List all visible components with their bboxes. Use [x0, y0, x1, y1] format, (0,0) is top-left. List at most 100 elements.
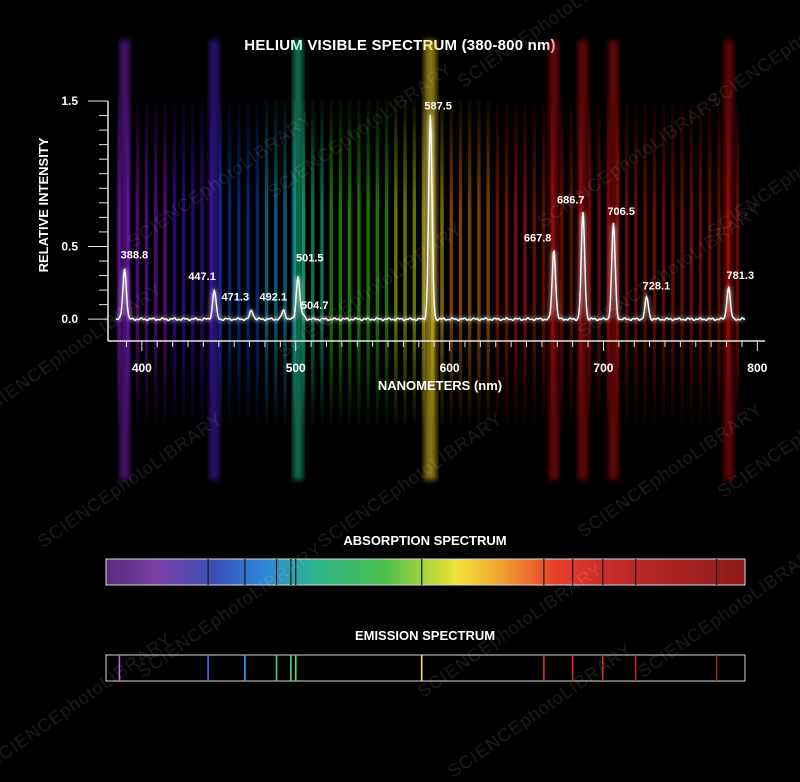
backdrop-stripe: [347, 100, 352, 430]
backdrop-stripe: [587, 100, 592, 430]
backdrop-stripe: [661, 100, 666, 430]
backdrop-stripe: [717, 100, 721, 430]
peak-label: 781.3: [727, 270, 755, 282]
backdrop-stripe: [504, 100, 509, 430]
backdrop-stripe: [449, 100, 453, 430]
spectrum-plot: 0.0 0.5 1.5 400 500 600 700 800 NANOMETERS (nm) R…: [36, 40, 768, 480]
backdrop-stripe: [403, 100, 407, 430]
backdrop-stripe: [301, 100, 306, 430]
backdrop-stripe: [698, 100, 703, 430]
backdrop-stripe: [144, 100, 149, 430]
backdrop-stripe: [569, 100, 573, 430]
backdrop-stripe: [227, 100, 232, 430]
backdrop-stripe: [329, 100, 333, 430]
backdrop-stripe: [237, 100, 241, 430]
backdrop-stripe: [560, 100, 564, 430]
backdrop-stripe: [735, 100, 740, 430]
backdrop-stripe: [486, 100, 490, 430]
peak-glow: [577, 40, 588, 480]
y-tick-label: 0.5: [61, 239, 78, 253]
peak-glow: [293, 40, 304, 480]
backdrop-stripe: [172, 100, 176, 430]
backdrop-stripe: [366, 100, 370, 430]
peak-label: 686.7: [557, 195, 585, 207]
backdrop-stripe: [708, 100, 712, 430]
absorption-title: ABSORPTION SPECTRUM: [343, 533, 507, 548]
chart-title: HELIUM VISIBLE SPECTRUM (380-800 nm): [244, 37, 556, 54]
intensity-curve: [115, 114, 745, 322]
peak-label: 504.7: [301, 300, 329, 312]
peak-glow: [209, 40, 220, 480]
y-tick-label: 0.0: [61, 312, 78, 326]
backdrop-stripe: [606, 100, 610, 430]
peak-glow: [119, 40, 130, 480]
x-axis-label: NANOMETERS (nm): [378, 378, 502, 393]
backdrop-stripe: [163, 100, 167, 430]
peak-glow: [608, 40, 619, 480]
peak-label: 587.5: [424, 101, 452, 113]
peak-labels: 388.8 447.1 471.3 492.1 501.5 504.7 587.5 667.8…: [121, 101, 754, 312]
backdrop-stripe: [643, 100, 647, 430]
backdrop-stripe: [634, 100, 638, 430]
peak-label: 667.8: [524, 232, 552, 244]
backdrop-stripe: [689, 100, 693, 430]
backdrop-stripe: [680, 100, 684, 430]
backdrop-stripe: [181, 100, 186, 430]
x-tick-label: 800: [747, 361, 767, 375]
backdrop-stripe: [135, 100, 140, 430]
emission-spectrum-bar: [105, 654, 746, 682]
backdrop-stripe: [541, 100, 546, 430]
backdrop-stripe: [218, 100, 223, 430]
backdrop-stripe: [421, 100, 426, 430]
backdrop-stripe: [495, 100, 500, 430]
peak-label: 728.1: [643, 280, 671, 292]
backdrop-stripe: [338, 100, 343, 430]
absorption-spectrum-bar: [105, 558, 746, 586]
backdrop-stripe: [652, 100, 657, 430]
peak-glow: [723, 40, 734, 480]
backdrop-stripe: [274, 100, 278, 430]
x-tick-label: 700: [593, 361, 613, 375]
backdrop-stripe: [191, 100, 195, 430]
peak-label: 706.5: [607, 206, 635, 218]
emission-title: EMISSION SPECTRUM: [354, 628, 496, 643]
backdrop-stripe: [200, 100, 204, 430]
peak-label: 447.1: [188, 271, 216, 283]
backdrop-stripe: [532, 100, 537, 430]
y-tick-label: 1.5: [61, 94, 78, 108]
peak-glow: [548, 40, 559, 480]
backdrop-stripe: [246, 100, 250, 430]
backdrop-stripe: [440, 100, 444, 430]
backdrop-stripe: [458, 100, 463, 430]
backdrop-stripe: [467, 100, 472, 430]
x-tick-label: 500: [286, 361, 306, 375]
backdrop-stripe: [477, 100, 481, 430]
intensity-line: [115, 114, 745, 322]
backdrop-stripe: [311, 100, 315, 430]
backdrop-stripe: [384, 100, 389, 430]
peak-glow-columns: [119, 40, 734, 480]
backdrop-stripe: [671, 100, 675, 430]
axes: 0.0 0.5 1.5 400 500 600 700 800 NANOMETERS (nm) R…: [36, 94, 768, 393]
backdrop-stripe: [375, 100, 380, 430]
backdrop-stripe: [264, 100, 269, 430]
backdrop-stripe: [523, 100, 527, 430]
peak-label: 501.5: [296, 253, 324, 265]
x-tick-label: 600: [440, 361, 460, 375]
peak-label: 492.1: [260, 291, 288, 303]
backdrop-stripe: [514, 100, 518, 430]
peak-label: 388.8: [121, 249, 149, 261]
backdrop-stripe: [624, 100, 629, 430]
peak-glow: [424, 40, 437, 480]
backdrop-stripe: [117, 100, 121, 430]
backdrop-stripe: [412, 100, 416, 430]
backdrop-stripe: [283, 100, 287, 430]
backdrop-stripe: [255, 100, 260, 430]
backdrop-stripe: [320, 100, 324, 430]
x-tick-label: 400: [132, 361, 152, 375]
y-axis-label: RELATIVE INTENSITY: [36, 137, 51, 272]
peak-label: 471.3: [222, 291, 250, 303]
backdrop-stripe: [357, 100, 361, 430]
backdrop-stripe: [394, 100, 398, 430]
